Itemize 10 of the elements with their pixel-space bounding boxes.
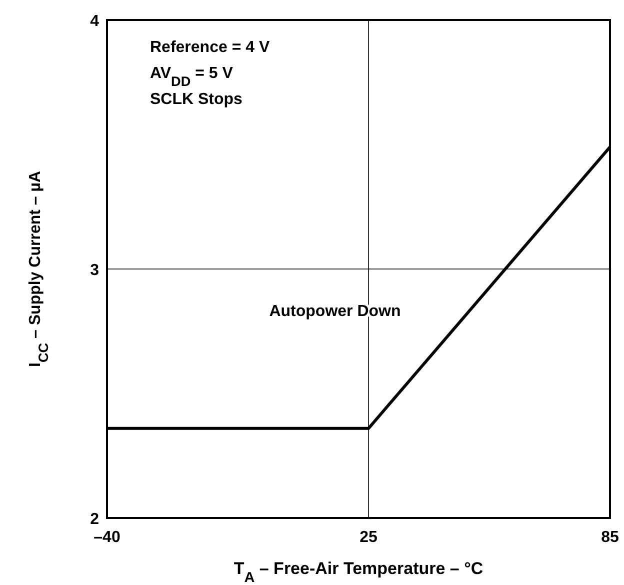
x-axis-title: T$_{A}$ – Free-Air Temperature – °C bbox=[234, 559, 484, 585]
x-tick-label: 25 bbox=[360, 529, 378, 546]
annotation: AV$_{DD}$ = 5 V bbox=[150, 65, 234, 88]
y-tick-label: 3 bbox=[90, 262, 100, 279]
annotation: Reference = 4 V bbox=[150, 39, 270, 56]
x-tick-label: –40 bbox=[94, 529, 120, 546]
annotation: SCLK Stops bbox=[150, 91, 243, 108]
y-tick-label: 2 bbox=[90, 511, 100, 528]
y-tick-label: 4 bbox=[90, 13, 100, 30]
x-tick-label: 85 bbox=[601, 529, 619, 546]
